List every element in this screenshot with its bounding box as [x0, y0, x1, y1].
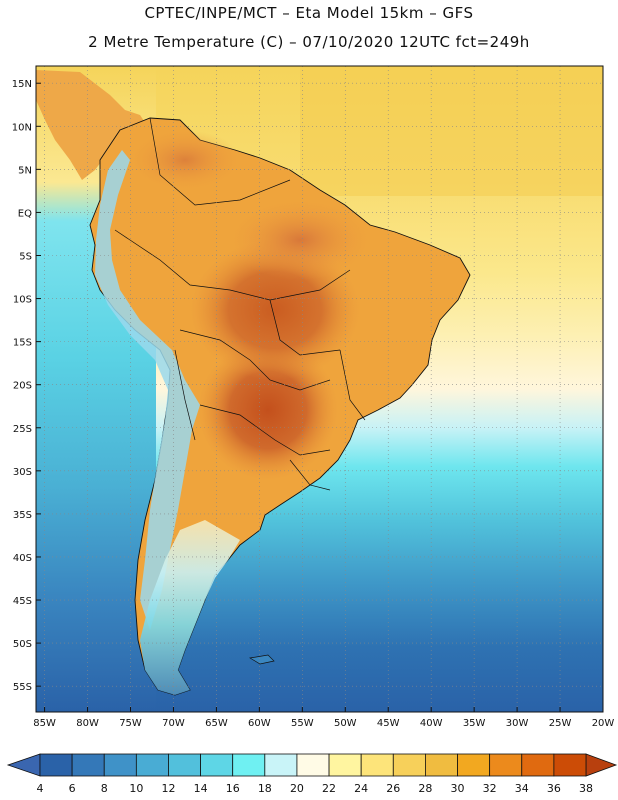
lat-tick-label: 20S	[13, 381, 32, 392]
colorbar-label: 26	[386, 782, 400, 795]
country-borders	[114, 117, 366, 491]
lon-tick-label: 25W	[549, 718, 572, 729]
colorbar-swatch	[521, 753, 555, 777]
colorbar-label: 14	[194, 782, 208, 795]
colorbar-swatch	[135, 753, 169, 777]
colorbar-swatch	[39, 753, 73, 777]
lon-tick-label: 45W	[377, 718, 400, 729]
lat-tick-label: 10N	[12, 122, 32, 133]
lat-tick-label: 10S	[13, 295, 32, 306]
colorbar-label: 18	[258, 782, 272, 795]
lon-tick-label: 50W	[334, 718, 357, 729]
colorbar-label: 38	[579, 782, 593, 795]
lat-tick-label: 55S	[13, 682, 32, 693]
lon-tick-label: 35W	[463, 718, 486, 729]
colorbar-low-extend	[6, 753, 41, 777]
lon-tick-label: 85W	[33, 718, 56, 729]
colorbar-label: 16	[226, 782, 240, 795]
lon-tick-label: 20W	[592, 718, 615, 729]
colorbar-label: 20	[290, 782, 304, 795]
colorbar-label: 6	[69, 782, 76, 795]
lon-tick-label: 70W	[162, 718, 185, 729]
colorbar-swatch	[232, 753, 266, 777]
central-america-land	[36, 70, 150, 180]
colorbar-swatch	[296, 753, 330, 777]
lon-tick-label: 65W	[205, 718, 228, 729]
colorbar-label: 28	[418, 782, 432, 795]
lat-axis: 15N 10N 5N EQ 5S 10S 15S 20S 25S 30S 35S 40S 45S 50S 5…	[12, 79, 41, 693]
colorbar-label: 8	[101, 782, 108, 795]
colorbar-swatch	[457, 753, 491, 777]
colorbar-swatch	[264, 753, 298, 777]
heat-core-north	[230, 200, 370, 280]
colorbar-swatch	[360, 753, 394, 777]
lat-tick-label: EQ	[18, 208, 32, 219]
colorbar-label: 36	[547, 782, 561, 795]
lon-tick-label: 80W	[76, 718, 99, 729]
colorbar-swatch	[392, 753, 426, 777]
lon-tick-label: 75W	[119, 718, 142, 729]
lon-tick-label: 30W	[506, 718, 529, 729]
lat-tick-label: 15S	[13, 338, 32, 349]
lat-tick-label: 40S	[13, 553, 32, 564]
map-field	[36, 66, 603, 712]
colorbar-label: 22	[322, 782, 336, 795]
lat-tick-label: 5S	[19, 251, 32, 262]
lat-tick-label: 50S	[13, 639, 32, 650]
lon-tick-label: 40W	[420, 718, 443, 729]
colorbar-label: 10	[129, 782, 143, 795]
graticule	[36, 66, 603, 712]
colorbar-label: 30	[451, 782, 465, 795]
colorbar: 4 6 8 10 12 14 16 18 20 22 24 26 28 30 32 34 36 38	[6, 753, 618, 795]
north-atlantic-warm	[300, 66, 603, 196]
colorbar-high-extend	[585, 753, 618, 777]
lon-tick-label: 60W	[248, 718, 271, 729]
lat-tick-label: 45S	[13, 596, 32, 607]
lon-tick-label: 55W	[291, 718, 314, 729]
colorbar-label: 32	[483, 782, 497, 795]
colorbar-label: 4	[37, 782, 44, 795]
lat-tick-label: 5N	[18, 165, 32, 176]
colorbar-swatch	[103, 753, 137, 777]
lat-tick-label: 35S	[13, 510, 32, 521]
colorbar-swatch	[553, 753, 587, 777]
colorbar-swatch	[489, 753, 523, 777]
colorbar-swatch	[168, 753, 201, 777]
heat-venezuela	[130, 130, 240, 190]
lat-tick-label: 30S	[13, 467, 32, 478]
lon-axis: 85W 80W 75W 70W 65W 60W 55W 50W 45W 40W 35W 30W 25W 2…	[33, 707, 614, 729]
colorbar-swatch	[200, 753, 234, 777]
patagonia-cool	[140, 520, 240, 695]
colorbar-label: 12	[161, 782, 175, 795]
map-frame	[35, 65, 604, 713]
lat-tick-label: 25S	[13, 424, 32, 435]
colorbar-swatch	[328, 753, 362, 777]
colorbar-label: 34	[515, 782, 529, 795]
colorbar-label: 24	[354, 782, 368, 795]
colorbar-swatch	[71, 753, 105, 777]
colorbar-swatch	[425, 753, 458, 777]
map-title-line1: CPTEC/INPE/MCT – Eta Model 15km – GFS	[144, 4, 474, 22]
lat-tick-label: 15N	[12, 79, 32, 90]
falkland-islands	[249, 654, 275, 665]
map-title-line2: 2 Metre Temperature (C) – 07/10/2020 12U…	[88, 33, 530, 51]
